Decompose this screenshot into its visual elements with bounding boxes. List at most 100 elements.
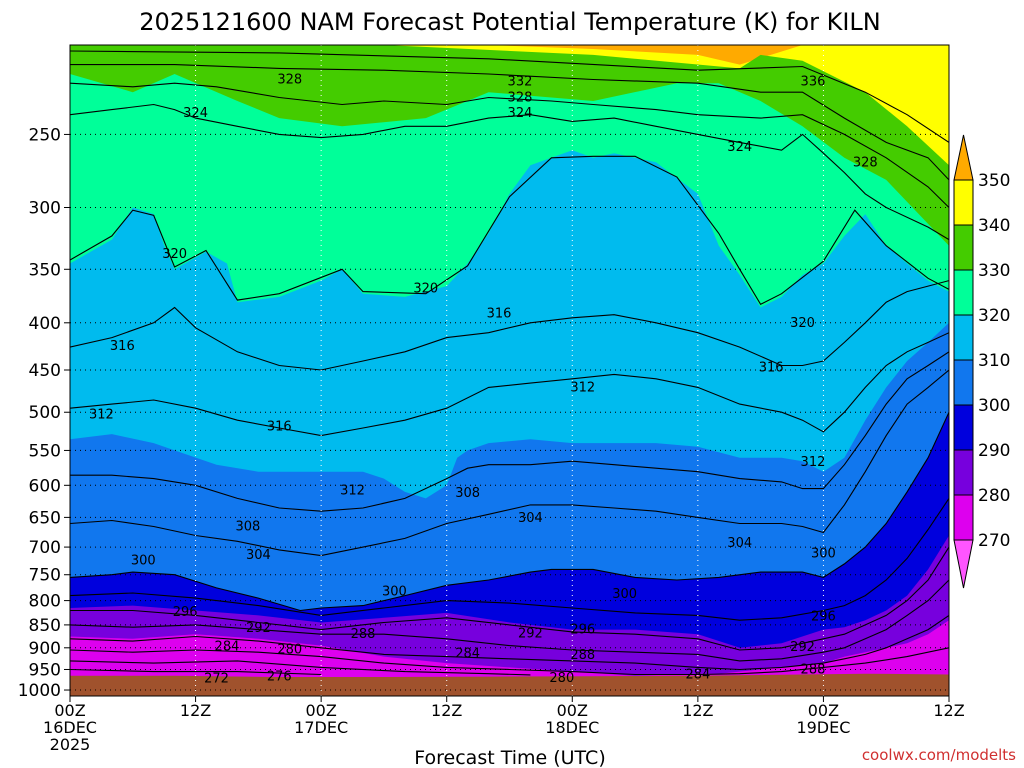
contour-label: 292 <box>246 621 271 636</box>
contour-284 <box>70 614 949 671</box>
contour-label: 284 <box>685 668 710 683</box>
x-tick-label: 00Z <box>808 701 839 720</box>
y-tick-label: 950 <box>29 660 61 680</box>
contour-label: 292 <box>790 640 815 655</box>
y-tick-label: 250 <box>29 125 61 145</box>
contour-label: 280 <box>549 671 574 686</box>
colorbar-label: 340 <box>978 216 1010 236</box>
plot-area: 3283243323283243363243283203203163163203… <box>70 45 949 696</box>
contour-label: 324 <box>183 106 208 121</box>
contour-label: 300 <box>612 587 637 602</box>
contour-label: 316 <box>110 339 135 354</box>
contour-label: 308 <box>235 520 260 535</box>
contour-label: 336 <box>801 74 826 89</box>
contour-312 <box>70 332 949 437</box>
contour-label: 288 <box>801 662 826 677</box>
y-tick-label: 850 <box>29 616 61 636</box>
x-tick-label: 16DEC <box>43 718 97 737</box>
y-tick-label: 350 <box>29 260 61 280</box>
contour-332 <box>70 64 949 181</box>
contour-label: 288 <box>351 627 376 642</box>
contour-300 <box>70 411 949 612</box>
y-tick-label: 700 <box>29 538 61 558</box>
contour-328 <box>70 82 949 208</box>
contour-label: 300 <box>131 554 156 569</box>
contour-label: 300 <box>811 546 836 561</box>
y-tick-label: 300 <box>29 199 61 219</box>
colorbar-label: 350 <box>978 171 1010 191</box>
contour-272 <box>70 668 322 676</box>
contour-label: 312 <box>570 380 595 395</box>
contour-label: 316 <box>759 360 784 375</box>
contour-label: 320 <box>413 281 438 296</box>
x-tick-label: 12Z <box>180 701 211 720</box>
contour-292 <box>70 546 949 651</box>
contour-label: 332 <box>508 74 533 89</box>
chart-title: 2025121600 NAM Forecast Potential Temper… <box>139 8 881 36</box>
contour-label: 328 <box>853 155 878 170</box>
contour-label: 288 <box>570 648 595 663</box>
y-tick-label: 1000 <box>18 681 61 701</box>
colorbar-label: 330 <box>978 261 1010 281</box>
contour-308 <box>70 351 949 512</box>
ground-layer <box>70 673 949 696</box>
colorbar: 350 340 330 320 310 300 290 280 270 <box>953 134 1010 589</box>
contour-label: 300 <box>382 584 407 599</box>
contour-label: 276 <box>267 670 292 685</box>
contour-316 <box>70 280 949 371</box>
credit-text: coolwx.com/modelts <box>862 746 1016 764</box>
contour-label: 320 <box>790 316 815 331</box>
contour-label: 280 <box>277 643 302 658</box>
contour-276 <box>70 660 531 676</box>
y-tick-label: 550 <box>29 441 61 461</box>
contour-324 <box>70 103 949 241</box>
contour-288 <box>70 579 949 662</box>
colorbar-bin <box>953 359 974 406</box>
colorbar-top-arrow <box>953 134 974 181</box>
y-tick-label: 500 <box>29 403 61 423</box>
grid-lines <box>70 45 949 696</box>
contour-label: 272 <box>204 672 229 687</box>
colorbar-label: 310 <box>978 351 1010 371</box>
contour-label: 296 <box>173 605 198 620</box>
contour-336 <box>70 50 949 143</box>
y-tick-label: 900 <box>29 639 61 659</box>
x-tick-label: 00Z <box>54 701 85 720</box>
contour-label: 316 <box>267 419 292 434</box>
y-tick-label: 800 <box>29 592 61 612</box>
contour-label: 328 <box>508 91 533 106</box>
contour-label: 312 <box>801 455 826 470</box>
colorbar-label: 300 <box>978 396 1010 416</box>
contour-280 <box>70 647 949 676</box>
contour-labels: 3283243323283243363243283203203163163203… <box>89 73 878 687</box>
y-tick-label: 600 <box>29 476 61 496</box>
contour-label: 324 <box>727 140 752 155</box>
contour-320 <box>70 155 949 306</box>
contour-label: 308 <box>455 486 480 501</box>
y-axis: 250 300 350 400 450 500 550 600 650 700 750 800 850 9… <box>18 125 70 701</box>
colorbar-bin <box>953 314 974 361</box>
contour-label: 316 <box>487 307 512 322</box>
x-axis-label: Forecast Time (UTC) <box>414 747 605 768</box>
contour-label: 296 <box>811 609 836 624</box>
contour-296 <box>70 498 949 621</box>
contour-304 <box>70 369 949 557</box>
ground-area <box>70 673 949 696</box>
colorbar-label: 290 <box>978 441 1010 461</box>
colorbar-bin <box>953 179 974 226</box>
contour-label: 304 <box>727 536 752 551</box>
y-tick-label: 650 <box>29 508 61 528</box>
colorbar-label: 270 <box>978 531 1010 551</box>
colorbar-bin <box>953 494 974 541</box>
contour-label: 312 <box>89 408 114 423</box>
contour-label: 284 <box>215 639 240 654</box>
contour-label: 328 <box>277 73 302 88</box>
x-tick-label: 12Z <box>431 701 462 720</box>
x-tick-label: 00Z <box>557 701 588 720</box>
colorbar-bin <box>953 269 974 316</box>
x-tick-label: 18DEC <box>545 718 599 737</box>
contour-label: 284 <box>455 647 480 662</box>
y-tick-label: 400 <box>29 314 61 334</box>
